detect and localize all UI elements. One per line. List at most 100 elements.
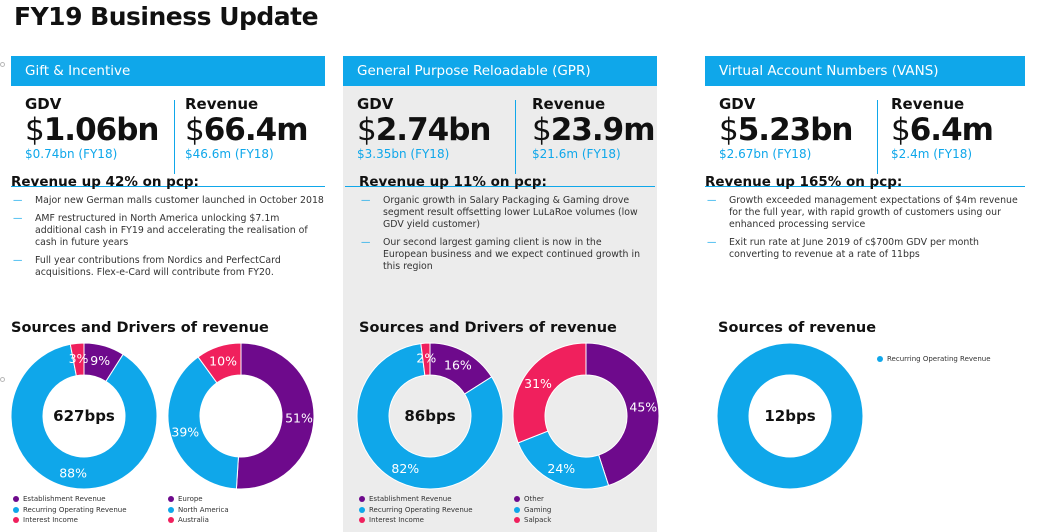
- legend-segments: Other Gaming Salpack: [514, 494, 551, 526]
- slide-marker-dot: [0, 377, 5, 382]
- bullet-item: — Organic growth in Salary Packaging & Ga…: [359, 195, 649, 231]
- donut-chart-revenue-sources: 9% 88% 3% 627bps: [10, 342, 158, 490]
- slice-percent-label: 2%: [416, 351, 436, 366]
- gdv-metric: GDV $5.23bn $2.67bn (FY18): [719, 95, 853, 162]
- donut-chart-revenue-sources: 16% 82% 2% 86bps: [356, 342, 504, 490]
- slide-marker-dot: [0, 62, 5, 67]
- legend-item: Recurring Operating Revenue: [877, 354, 991, 365]
- legend-item: Recurring Operating Revenue: [13, 505, 127, 516]
- revenue-growth-heading: Revenue up 165% on pcp:: [705, 174, 903, 190]
- dash-icon: —: [707, 195, 717, 206]
- bullet-item: — AMF restructured in North America unloc…: [11, 213, 325, 249]
- legend-revenue-sources: Establishment Revenue Recurring Operatin…: [13, 494, 127, 526]
- donut-chart-regions: 51% 39% 10%: [167, 342, 315, 490]
- bullet-text: Growth exceeded management expectations …: [729, 195, 1018, 230]
- slice-percent-label: 82%: [391, 461, 419, 476]
- legend-swatch: [13, 517, 19, 524]
- legend-label: Europe: [178, 495, 203, 503]
- legend-label: Australia: [178, 516, 209, 524]
- sources-heading: Sources and Drivers of revenue: [11, 320, 269, 336]
- donut-slice-australia: [197, 342, 242, 384]
- legend-swatch: [514, 506, 520, 513]
- legend-swatch: [168, 496, 174, 503]
- metrics-row: GDV $1.06bn $0.74bn (FY18) Revenue $66.4…: [11, 86, 325, 187]
- legend-item: Australia: [168, 515, 229, 526]
- revenue-metric: Revenue $23.9m $21.6m (FY18): [532, 95, 656, 162]
- legend-swatch: [359, 496, 365, 503]
- column-vans: Virtual Account Numbers (VANS) GDV $5.23…: [705, 56, 1025, 490]
- revenue-prior-year: $21.6m (FY18): [532, 147, 621, 161]
- donut-slice-interest-income: [420, 342, 431, 376]
- gdv-label: GDV: [25, 95, 62, 113]
- revenue-label: Revenue: [185, 95, 259, 113]
- legend-swatch: [359, 517, 365, 524]
- revenue-metric: Revenue $6.4m $2.4m (FY18): [891, 95, 994, 162]
- legend-item: Europe: [168, 494, 229, 505]
- currency-symbol: $: [891, 112, 911, 148]
- legend-label: Gaming: [524, 505, 552, 514]
- donut-center-label: 86bps: [404, 407, 455, 425]
- currency-symbol: $: [25, 112, 45, 148]
- legend-item: Establishment Revenue: [13, 494, 127, 505]
- revenue-growth-heading: Revenue up 42% on pcp:: [11, 174, 199, 190]
- legend-swatch: [168, 506, 174, 513]
- revenue-prior-year: $46.6m (FY18): [185, 147, 274, 161]
- section-divider: [345, 186, 655, 187]
- legend-label: Establishment Revenue: [369, 495, 452, 503]
- legend-label: Salpack: [524, 516, 552, 524]
- slice-percent-label: 3%: [69, 351, 89, 366]
- slice-percent-label: 88%: [59, 465, 87, 480]
- section-divider: [705, 186, 1025, 187]
- legend-swatch: [13, 496, 19, 503]
- column-gpr: General Purpose Reloadable (GPR) GDV $2.…: [343, 56, 660, 532]
- legend-item: Recurring Operating Revenue: [359, 505, 473, 516]
- donut-slice-recurring-operating-revenue: [716, 342, 864, 490]
- legend-item: Interest Income: [359, 515, 473, 526]
- metric-divider: [877, 100, 878, 174]
- legend-swatch: [168, 517, 174, 524]
- legend-swatch: [359, 506, 365, 513]
- dash-icon: —: [13, 213, 23, 224]
- gdv-number: 2.74bn: [375, 112, 492, 148]
- gdv-metric: GDV $2.74bn $3.35bn (FY18): [357, 95, 492, 162]
- metric-divider: [515, 100, 516, 174]
- revenue-label: Revenue: [532, 95, 606, 113]
- bullet-item: — Exit run rate at June 2019 of c$700m GD…: [705, 237, 1020, 261]
- gdv-metric: GDV $1.06bn $0.74bn (FY18): [25, 95, 159, 162]
- slice-percent-label: 45%: [629, 399, 657, 414]
- gdv-label: GDV: [357, 95, 394, 113]
- metric-divider: [174, 100, 175, 174]
- donut-center-label: 12bps: [764, 407, 815, 425]
- legend-label: North America: [178, 505, 229, 514]
- legend-label: Interest Income: [369, 516, 424, 524]
- revenue-value: $66.4m: [185, 112, 309, 148]
- legend-swatch: [877, 356, 883, 363]
- revenue-growth-heading: Revenue up 11% on pcp:: [359, 174, 547, 190]
- donut-slice-salpack: [512, 342, 587, 444]
- currency-symbol: $: [185, 112, 205, 148]
- bullet-list: — Organic growth in Salary Packaging & Ga…: [359, 195, 649, 279]
- metrics-row: GDV $2.74bn $3.35bn (FY18) Revenue $23.9…: [343, 86, 657, 187]
- revenue-value: $23.9m: [532, 112, 656, 148]
- bullet-list: — Major new German malls customer launche…: [11, 195, 325, 285]
- bullet-text: Exit run rate at June 2019 of c$700m GDV…: [729, 237, 979, 260]
- slice-percent-label: 39%: [171, 425, 199, 440]
- page-title: FY19 Business Update: [14, 2, 319, 31]
- dash-icon: —: [13, 195, 23, 206]
- legend-revenue-sources: Establishment Revenue Recurring Operatin…: [359, 494, 473, 526]
- donut-slice-north-america: [167, 356, 239, 490]
- bullet-text: AMF restructured in North America unlock…: [35, 213, 308, 248]
- currency-symbol: $: [532, 112, 552, 148]
- legend-item: Salpack: [514, 515, 551, 526]
- legend-item: Interest Income: [13, 515, 127, 526]
- legend-revenue-sources: Recurring Operating Revenue: [877, 354, 991, 365]
- donut-center-label: 627bps: [53, 407, 115, 425]
- slice-percent-label: 16%: [444, 358, 472, 373]
- legend-label: Recurring Operating Revenue: [23, 505, 127, 514]
- donut-slice-recurring-operating-revenue: [10, 343, 158, 490]
- segment-banner: Virtual Account Numbers (VANS): [705, 56, 1025, 86]
- gdv-value: $1.06bn: [25, 112, 159, 148]
- donut-chart-segments: 45% 24% 31%: [512, 342, 660, 490]
- donut-slice-interest-income: [69, 342, 85, 377]
- donut-chart-revenue-sources: 12bps: [716, 342, 864, 490]
